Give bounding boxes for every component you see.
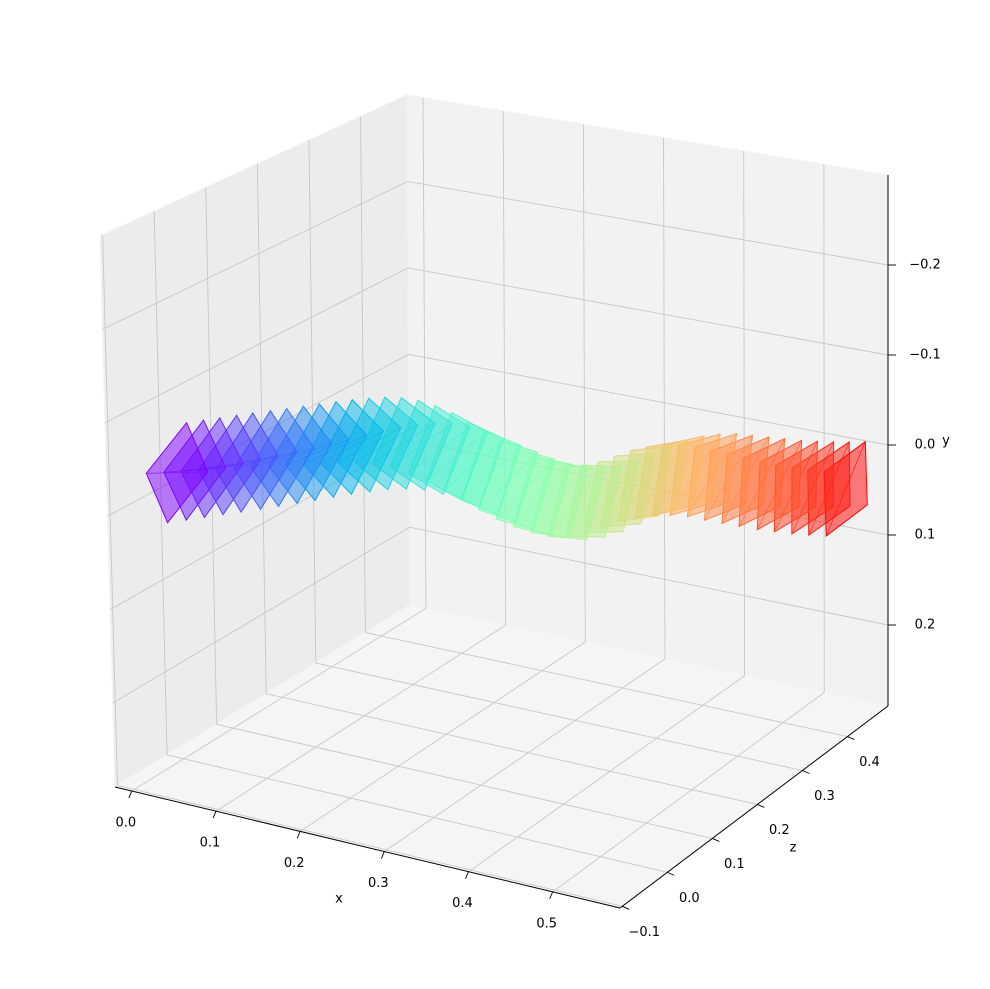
grid-line [266,693,758,805]
grid-line [407,180,889,266]
pane-back [406,94,889,707]
grid-line [308,140,317,664]
y-tick-label: 0.0 [915,438,936,453]
x-axis-label: x [335,892,343,907]
y-tick-label: 0.1 [915,528,936,543]
z-tick-label: 0.3 [814,789,835,804]
axis-line [114,786,621,909]
grid-line [215,624,506,812]
tick-mark [757,804,765,808]
y-tick-label: −0.1 [909,348,941,363]
grid-line [582,124,586,643]
grid-line [104,267,409,424]
grid-line [663,137,666,659]
tick-mark [296,831,301,839]
grid-line [422,97,427,609]
z-tick-label: 0.0 [679,891,700,906]
grid-line [365,632,848,737]
z-axis-label: z [790,841,797,856]
grid-line [407,267,889,356]
grid-line [408,353,889,446]
frames [145,396,868,540]
grid-line [112,526,410,704]
tick-mark [802,770,810,774]
panes [99,94,890,909]
frame [145,421,209,524]
tick-mark [667,871,675,876]
tick-mark [212,811,217,819]
x-tick-label: 0.0 [115,816,136,831]
y-axis-label: y [942,434,950,449]
tick-mark [712,837,720,842]
grid-line [552,692,825,893]
grid-line [216,723,713,839]
grid-line [743,150,746,676]
grid-line [299,641,586,832]
frame-diagonal [146,471,208,474]
grid-line [102,181,408,330]
z-tick-label: 0.1 [724,857,745,872]
grid-line [102,234,118,786]
grid-line [468,675,745,873]
y-tick-label: −0.2 [909,258,941,273]
grid-line [409,526,889,626]
tick-mark [549,891,554,900]
x-tick-label: 0.3 [368,876,389,891]
x-tick-label: 0.1 [200,836,221,851]
axis-line [619,705,889,909]
z-tick-label: 0.2 [769,823,790,838]
tick-mark [380,851,385,859]
x-tick-label: 0.4 [452,896,473,911]
z-tick-label: 0.4 [859,755,880,770]
tick-mark [465,871,469,879]
grid-line [502,110,507,626]
grid-line [117,785,623,907]
tick-mark [622,905,630,910]
x-tick-label: 0.2 [284,856,305,871]
tick-mark [128,790,133,799]
tick-mark [847,736,855,740]
grid-line [384,658,666,852]
axes: 0.0 0.1 0.2 0.3 0.4 0.5 −0.1 0.0 0.1 0.2 0.3 0.4 −0.… [114,175,941,940]
grid-line [166,754,668,873]
grid-line [131,607,427,792]
z-tick-label: −0.1 [628,925,660,940]
grid-line [315,662,803,771]
y-tick-label: 0.2 [915,618,936,633]
grid-line [360,116,366,633]
x-tick-label: 0.5 [536,916,557,931]
